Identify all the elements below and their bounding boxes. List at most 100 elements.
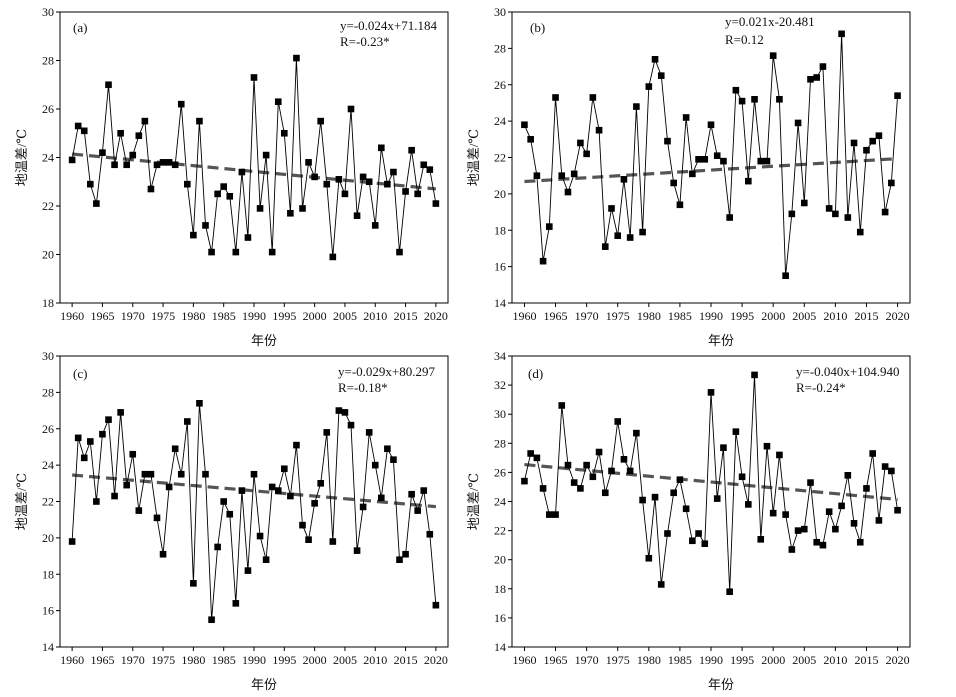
data-point xyxy=(208,248,215,256)
data-point xyxy=(347,105,355,113)
data-point xyxy=(676,201,684,209)
data-point xyxy=(863,146,870,154)
x-tick-label: 1965 xyxy=(90,309,114,323)
x-tick-label: 2015 xyxy=(394,653,418,667)
data-point xyxy=(645,554,653,562)
data-point xyxy=(782,272,789,280)
data-point xyxy=(788,546,796,553)
y-tick-label: 20 xyxy=(42,248,54,262)
data-point xyxy=(751,371,758,379)
y-tick-label: 24 xyxy=(42,458,54,472)
data-point xyxy=(546,511,553,518)
data-point xyxy=(819,63,827,70)
data-point xyxy=(639,496,646,504)
data-point xyxy=(689,537,696,545)
chart-panel-a: 1960 1965 1970 1975 1980 1985 1990 1995 2000 2005… xyxy=(14,5,449,348)
data-point xyxy=(93,498,100,505)
x-tick-label: 2000 xyxy=(761,309,785,323)
x-tick-label: 2010 xyxy=(363,309,387,323)
y-tick-label: 20 xyxy=(494,187,506,201)
data-point xyxy=(111,492,118,500)
y-tick-label: 18 xyxy=(42,296,54,310)
correlation-value: R=-0.23* xyxy=(340,34,390,49)
data-point xyxy=(165,159,173,166)
data-point xyxy=(564,461,572,469)
x-tick-label: 1980 xyxy=(181,653,205,667)
data-point xyxy=(93,200,100,207)
data-point xyxy=(552,511,559,518)
x-tick-label: 1995 xyxy=(272,653,296,667)
data-point xyxy=(738,97,746,105)
y-tick-label: 24 xyxy=(42,151,54,165)
y-tick-label: 22 xyxy=(42,199,54,213)
data-point xyxy=(323,429,331,436)
data-point xyxy=(881,463,889,470)
data-point xyxy=(305,536,312,543)
data-point xyxy=(670,179,677,187)
data-point xyxy=(299,205,306,212)
y-tick-label: 30 xyxy=(42,349,54,363)
data-point xyxy=(689,170,696,178)
data-point xyxy=(208,616,215,624)
data-point xyxy=(763,157,771,165)
data-point xyxy=(414,190,421,198)
data-point xyxy=(287,209,294,217)
data-point xyxy=(601,243,609,250)
data-point xyxy=(745,177,752,185)
data-point xyxy=(105,416,112,423)
data-point xyxy=(701,156,709,163)
trend-line xyxy=(524,157,898,184)
data-point xyxy=(527,136,534,143)
data-point xyxy=(281,465,288,473)
x-tick-label: 1990 xyxy=(242,653,266,667)
x-tick-label: 1975 xyxy=(606,309,630,323)
data-point xyxy=(244,567,252,574)
data-point xyxy=(844,472,852,479)
regression-equation: y=-0.040x+104.940 xyxy=(796,364,900,379)
x-tick-label: 1970 xyxy=(121,309,145,323)
data-point xyxy=(80,454,88,462)
data-point xyxy=(329,253,337,261)
data-point xyxy=(608,467,615,475)
data-point xyxy=(129,450,137,458)
data-point xyxy=(745,501,752,508)
data-point xyxy=(807,75,814,83)
x-tick-label: 2005 xyxy=(333,653,357,667)
data-point xyxy=(844,214,852,221)
data-point xyxy=(620,456,628,463)
data-point xyxy=(87,180,94,188)
data-point xyxy=(329,538,337,545)
data-point xyxy=(390,456,397,463)
data-point xyxy=(682,505,690,513)
x-tick-label: 1990 xyxy=(699,309,723,323)
data-point xyxy=(371,222,379,229)
data-point xyxy=(432,200,440,207)
y-tick-label: 30 xyxy=(494,5,506,19)
data-point xyxy=(256,205,264,212)
data-point xyxy=(335,407,343,414)
data-point xyxy=(682,114,690,121)
data-point xyxy=(713,152,721,159)
data-point xyxy=(244,234,252,241)
y-tick-label: 18 xyxy=(494,582,506,596)
chart-panel-c: 1960 1965 1970 1975 1980 1985 1990 1995 2000 2005… xyxy=(14,349,449,692)
series-line xyxy=(71,58,437,257)
data-point xyxy=(202,470,209,478)
data-point xyxy=(894,92,901,99)
plot-frame xyxy=(59,355,449,648)
data-point xyxy=(601,489,609,497)
y-tick-label: 30 xyxy=(494,407,506,421)
data-point xyxy=(558,402,566,409)
x-axis-label: 年份 xyxy=(251,677,277,692)
y-tick-label: 30 xyxy=(42,5,54,19)
data-point xyxy=(614,418,622,425)
data-point xyxy=(626,234,634,241)
data-point xyxy=(757,157,765,165)
data-point xyxy=(527,450,534,457)
x-tick-label: 2015 xyxy=(854,653,878,667)
data-point xyxy=(676,476,684,483)
x-tick-label: 1995 xyxy=(730,309,754,323)
data-point xyxy=(293,441,300,449)
y-tick-label: 14 xyxy=(494,296,506,310)
y-tick-label: 28 xyxy=(494,41,506,55)
